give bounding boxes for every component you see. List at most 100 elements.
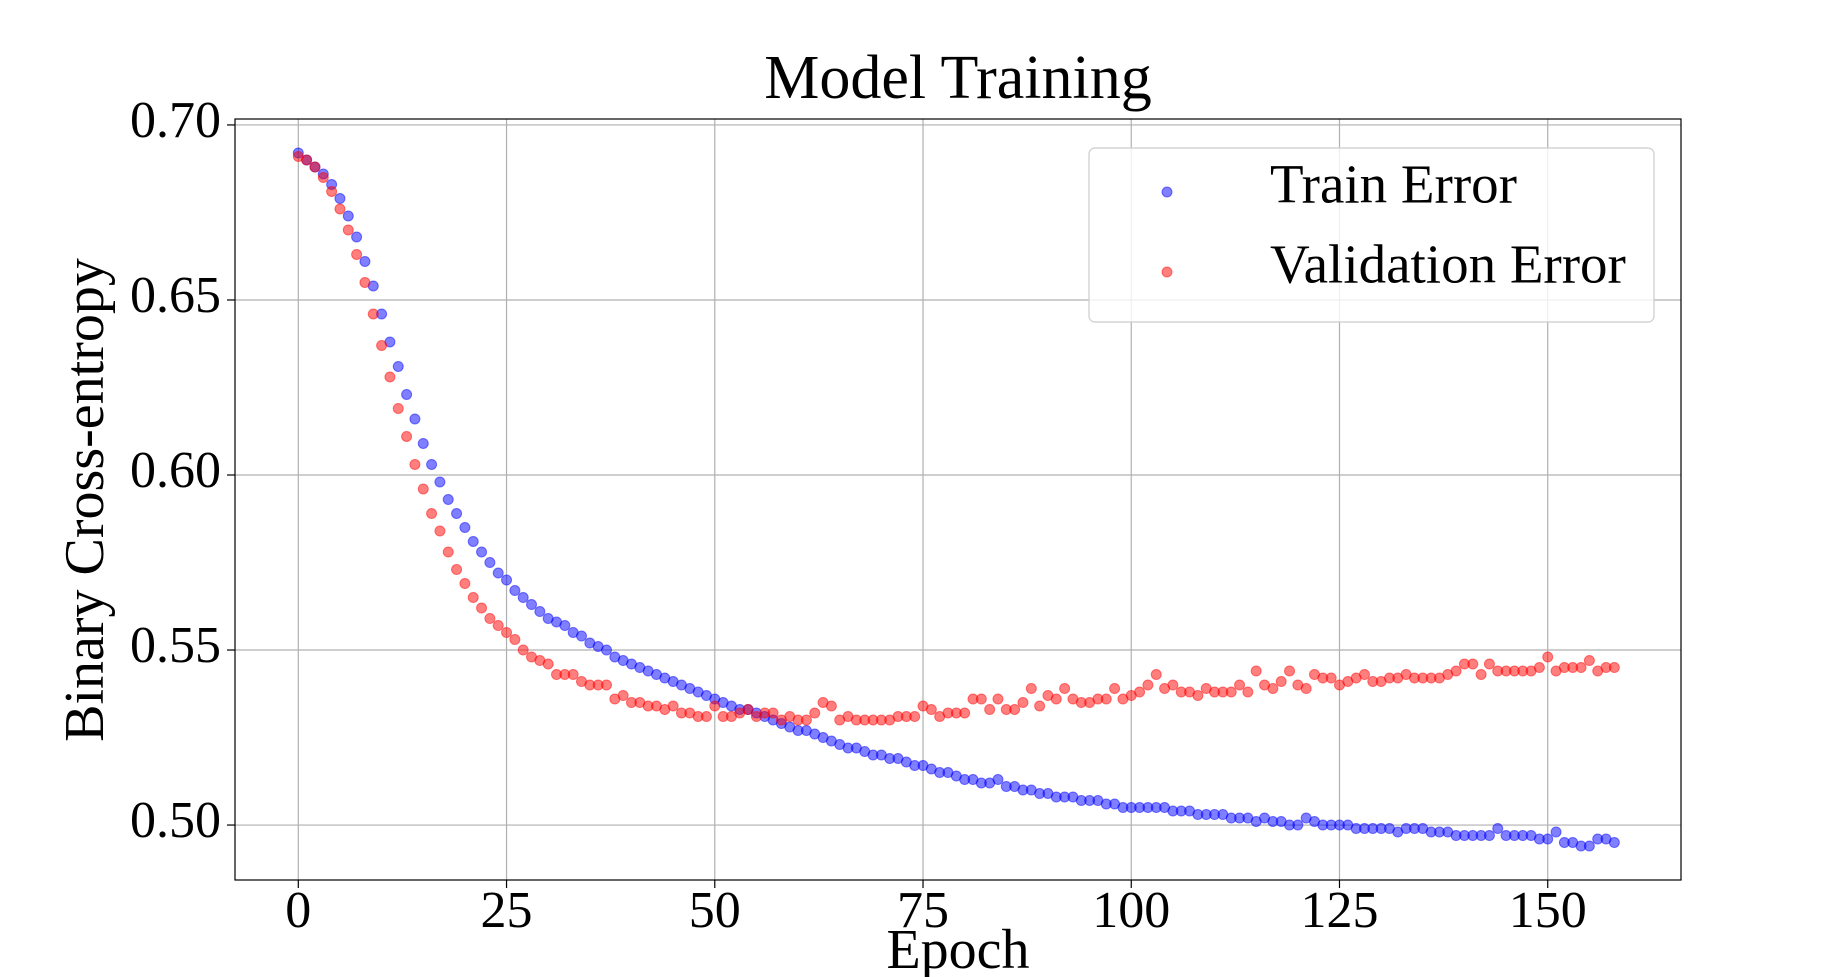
point: [984, 704, 996, 716]
point: [526, 599, 538, 611]
x-axis-label: Epoch: [886, 919, 1029, 977]
point: [1550, 826, 1562, 838]
point: [1192, 690, 1204, 702]
point: [342, 224, 354, 236]
point: [1467, 658, 1479, 670]
point: [709, 700, 721, 712]
point: [359, 276, 371, 288]
point: [1284, 665, 1296, 677]
x-tick-label: 75: [897, 882, 949, 939]
point: [326, 185, 338, 197]
point: [617, 690, 629, 702]
point: [417, 483, 429, 495]
point: [1009, 704, 1021, 716]
legend-marker: [1161, 186, 1173, 198]
point: [517, 592, 529, 604]
point: [1034, 700, 1046, 712]
point: [559, 620, 571, 632]
point: [476, 546, 488, 558]
point: [442, 546, 454, 558]
point: [467, 536, 479, 548]
legend-label: Validation Error: [1270, 234, 1626, 295]
point: [1300, 683, 1312, 695]
point: [492, 620, 504, 632]
point: [1492, 823, 1504, 835]
point: [1059, 683, 1071, 695]
point: [426, 508, 438, 520]
point: [484, 557, 496, 569]
point: [1575, 662, 1587, 674]
legend-box: [1088, 147, 1655, 323]
point: [309, 161, 321, 173]
point: [1250, 665, 1262, 677]
point: [667, 700, 679, 712]
point: [1017, 697, 1029, 709]
point: [1542, 651, 1554, 663]
point: [975, 693, 987, 705]
point: [459, 522, 471, 534]
point: [600, 644, 612, 656]
chart-title: Model Training: [764, 44, 1152, 112]
point: [1100, 693, 1112, 705]
point: [392, 402, 404, 414]
x-tick-label: 0: [285, 882, 311, 939]
point: [809, 707, 821, 719]
x-tick-label: 25: [481, 882, 533, 939]
point: [317, 171, 329, 183]
point: [1267, 683, 1279, 695]
point: [1275, 676, 1287, 688]
point: [1150, 669, 1162, 681]
point: [1483, 658, 1495, 670]
point: [467, 592, 479, 604]
point: [1025, 683, 1037, 695]
point: [1225, 686, 1237, 698]
point: [1242, 686, 1254, 698]
x-tick-label: 100: [1092, 882, 1170, 939]
point: [401, 430, 413, 442]
y-tick-label: 0.55: [130, 617, 221, 674]
point: [800, 714, 812, 726]
x-tick-label: 50: [689, 882, 741, 939]
point: [767, 707, 779, 719]
point: [409, 413, 421, 425]
point: [992, 774, 1004, 786]
legend-marker: [1161, 266, 1173, 278]
point: [392, 360, 404, 372]
point: [1109, 683, 1121, 695]
point: [542, 658, 554, 670]
point: [351, 231, 363, 243]
point: [925, 704, 937, 716]
point: [567, 669, 579, 681]
point: [992, 693, 1004, 705]
point: [476, 602, 488, 614]
point: [534, 606, 546, 618]
point: [1533, 662, 1545, 674]
point: [517, 644, 529, 656]
point: [1475, 669, 1487, 681]
point: [509, 585, 521, 597]
y-tick-label: 0.70: [130, 92, 221, 149]
point: [417, 437, 429, 449]
point: [484, 613, 496, 625]
point: [1234, 679, 1246, 691]
point: [401, 388, 413, 400]
point: [1167, 679, 1179, 691]
point: [501, 574, 513, 586]
point: [409, 458, 421, 470]
point: [1050, 693, 1062, 705]
x-tick-label: 125: [1300, 882, 1378, 939]
point: [342, 210, 354, 222]
point: [434, 525, 446, 537]
point: [1325, 672, 1337, 684]
point: [442, 494, 454, 505]
point: [451, 508, 463, 520]
point: [367, 308, 379, 320]
point: [700, 711, 712, 723]
point: [334, 203, 346, 215]
point: [451, 564, 463, 576]
point: [501, 627, 513, 639]
legend-label: Train Error: [1270, 154, 1517, 215]
point: [459, 578, 471, 590]
point: [1450, 665, 1462, 677]
point: [576, 630, 588, 642]
